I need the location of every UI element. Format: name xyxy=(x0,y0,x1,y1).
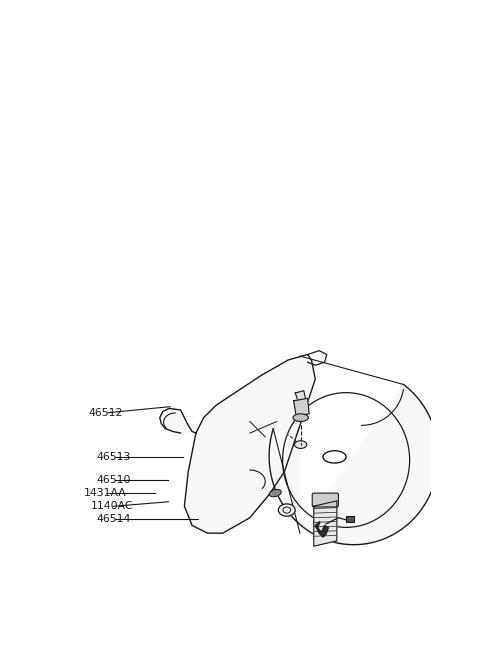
Polygon shape xyxy=(294,398,309,416)
Text: 46510: 46510 xyxy=(96,475,131,485)
Ellipse shape xyxy=(293,414,308,422)
Text: 46513: 46513 xyxy=(96,452,131,463)
Polygon shape xyxy=(184,355,315,533)
Text: 46512: 46512 xyxy=(89,408,123,418)
Text: 1431AA: 1431AA xyxy=(84,487,126,497)
Polygon shape xyxy=(160,409,196,433)
Ellipse shape xyxy=(295,441,307,449)
Text: 46514: 46514 xyxy=(96,514,131,524)
Ellipse shape xyxy=(269,489,281,497)
Polygon shape xyxy=(315,522,328,537)
Ellipse shape xyxy=(278,504,295,516)
Polygon shape xyxy=(269,356,439,545)
FancyBboxPatch shape xyxy=(312,493,338,507)
Polygon shape xyxy=(295,391,306,402)
Text: 1140AC: 1140AC xyxy=(91,501,133,511)
Bar xyxy=(346,516,354,522)
Polygon shape xyxy=(314,501,337,546)
